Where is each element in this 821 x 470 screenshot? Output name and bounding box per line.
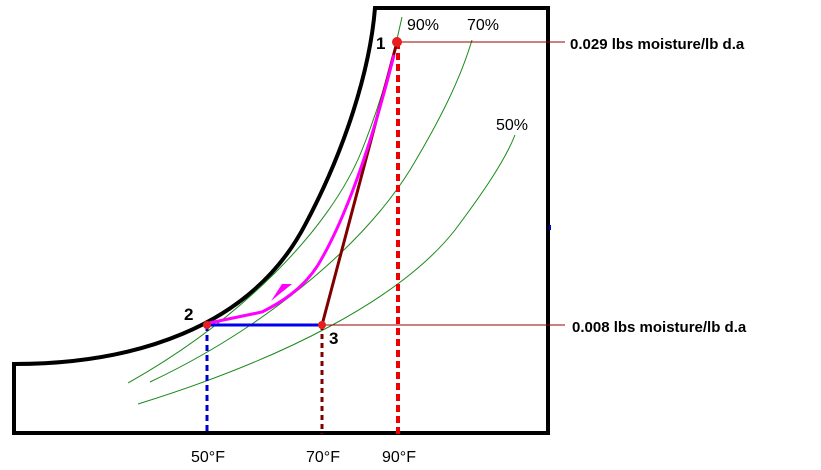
temp-label-90F: 90°F [382,449,416,466]
point-2-marker [203,321,211,329]
point-3-marker [318,321,326,329]
point-1-label: 1 [376,34,385,53]
process-arrow-head [271,284,292,301]
rh-label-50: 50% [496,117,528,134]
point-1-marker [392,37,402,47]
rh-curve-90 [127,16,403,384]
process-curve-1-2 [208,54,396,325]
humidity-label-lower: 0.008 lbs moisture/lb d.a [572,319,747,336]
point-3-label: 3 [329,329,338,348]
rh-label-90: 90% [407,17,439,34]
temp-label-70F: 70°F [306,449,340,466]
rh-curve-50 [137,134,516,405]
rh-curve-70 [149,39,473,383]
saturation-curve-outline [12,6,550,435]
temp-label-50F: 50°F [191,449,225,466]
rh-label-70: 70% [467,17,499,34]
point-2-label: 2 [184,305,193,324]
humidity-label-upper: 0.029 lbs moisture/lb d.a [570,36,745,53]
